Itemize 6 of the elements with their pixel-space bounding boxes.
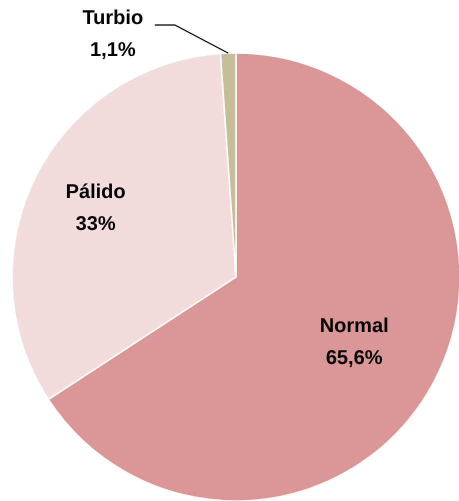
data-label: 65,6% — [326, 346, 383, 369]
data-label: 33% — [76, 213, 116, 236]
slice-label: Pálido — [66, 181, 126, 204]
slice-label: Turbio — [82, 7, 144, 29]
slice-label: Normal — [320, 314, 389, 337]
data-label: 1,1% — [90, 39, 136, 61]
